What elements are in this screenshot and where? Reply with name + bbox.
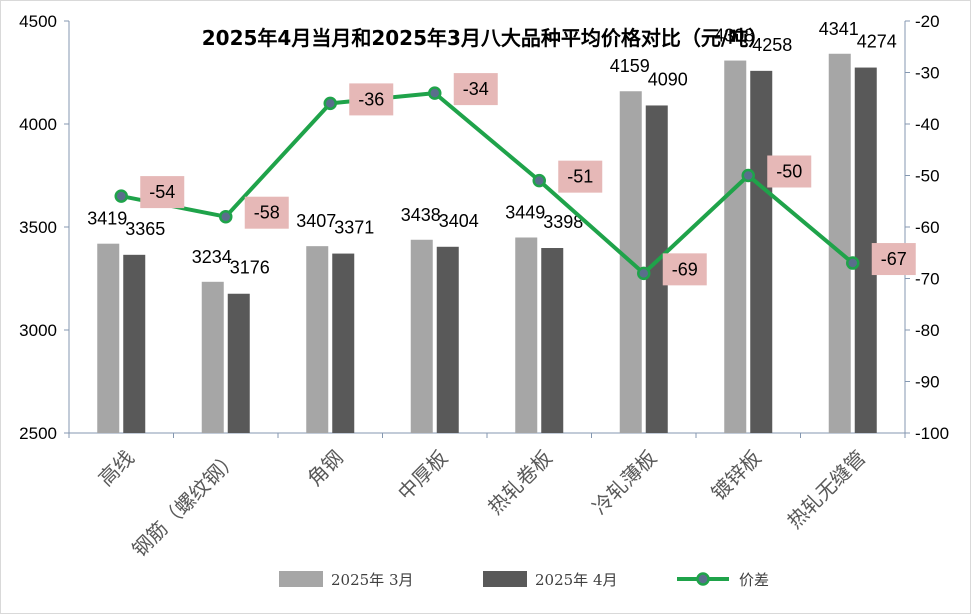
y-left-tick-label: 4500: [19, 12, 57, 31]
bar-april: [332, 253, 355, 433]
line-point: [114, 189, 128, 203]
category-label: 镀锌板: [706, 446, 765, 505]
category-label: 钢筋（螺纹钢）: [127, 446, 243, 562]
category-label: 角钢: [303, 446, 348, 491]
legend-swatch-march: [279, 571, 323, 587]
line-point: [637, 266, 651, 281]
bar-value-label-march: 4308: [714, 26, 754, 46]
line-label-box: [662, 253, 707, 286]
line-value-label: -69: [672, 259, 698, 279]
chart-title: 2025年4月当月和2025年3月八大品种平均价格对比（元/吨）: [202, 26, 768, 50]
line-label-box: [140, 176, 185, 209]
line-value-label: -54: [149, 182, 175, 202]
bar-march: [828, 53, 851, 434]
line-point: [219, 209, 233, 224]
bar-value-label-april: 3398: [543, 212, 583, 232]
y-left-tick-label: 4000: [19, 115, 57, 134]
y-left-tick-label: 2500: [19, 424, 57, 443]
legend-label-march: 2025年 3月: [331, 571, 414, 589]
bar-march: [724, 60, 747, 433]
line-point: [741, 168, 755, 183]
line-label-box: [558, 160, 603, 193]
category-label: 热轧无缝管: [783, 446, 871, 534]
line-label-box: [453, 73, 498, 106]
y-left-tick-label: 3000: [19, 321, 57, 340]
line-point: [532, 173, 546, 188]
bar-value-label-march: 3438: [401, 205, 441, 225]
y-right-tick-label: -100: [915, 424, 949, 443]
bar-march: [515, 237, 538, 433]
line-point: [323, 96, 337, 111]
line-label-box: [349, 83, 394, 116]
y-right-tick-label: -50: [915, 167, 940, 186]
bar-april: [645, 105, 668, 434]
y-right-tick-label: -20: [915, 12, 940, 31]
y-right-tick-label: -80: [915, 321, 940, 340]
bar-value-label-march: 4341: [819, 19, 859, 39]
line-value-label: -50: [776, 162, 802, 182]
bar-march: [410, 239, 433, 433]
bar-value-label-march: 4159: [610, 56, 650, 76]
line-point: [846, 256, 860, 270]
bar-value-label-april: 3371: [334, 218, 374, 238]
bar-march: [306, 246, 329, 433]
bar-april: [436, 246, 459, 433]
line-label-box: [871, 243, 916, 276]
bar-april: [541, 248, 564, 433]
category-label: 冷轧薄板: [588, 446, 662, 520]
bar-value-label-april: 3176: [230, 258, 270, 278]
category-label: 热轧卷板: [483, 446, 557, 520]
bar-april: [227, 293, 250, 433]
line-value-label: -36: [358, 89, 384, 109]
bar-value-label-march: 3419: [87, 209, 127, 229]
category-label: 高线: [94, 446, 139, 491]
line-value-label: -51: [567, 167, 593, 187]
bar-april: [123, 254, 146, 433]
bar-april: [750, 70, 773, 434]
line-value-label: -34: [463, 79, 489, 99]
line-point: [428, 86, 442, 100]
legend-swatch-april: [483, 571, 527, 587]
line-label-box: [244, 196, 289, 229]
bar-value-label-march: 3449: [505, 203, 545, 223]
line-price-diff: [120, 91, 855, 276]
y-right-tick-label: -90: [915, 373, 940, 392]
bar-value-label-april: 3404: [439, 211, 479, 231]
y-left-tick-label: 3500: [19, 218, 57, 237]
bar-value-label-april: 4090: [648, 69, 688, 89]
line-value-label: -58: [254, 203, 280, 223]
bar-march: [97, 243, 120, 433]
y-right-tick-label: -40: [915, 115, 940, 134]
category-label: 中厚板: [393, 446, 452, 505]
legend-label-diff: 价差: [739, 571, 769, 589]
bar-value-label-march: 3407: [296, 211, 336, 231]
legend-label-april: 2025年 4月: [535, 571, 618, 589]
y-right-tick-label: -30: [915, 64, 940, 83]
bar-value-label-april: 3365: [125, 219, 165, 239]
bar-march: [201, 281, 224, 433]
bar-value-label-april: 4274: [857, 32, 897, 52]
bar-value-label-march: 3234: [192, 247, 232, 267]
line-label-box: [767, 155, 812, 188]
y-right-tick-label: -70: [915, 270, 940, 289]
legend-swatch-point: [696, 572, 710, 586]
bar-april: [854, 67, 877, 433]
y-right-tick-label: -60: [915, 218, 940, 237]
line-value-label: -67: [881, 249, 907, 269]
bar-value-label-april: 4258: [752, 35, 792, 55]
